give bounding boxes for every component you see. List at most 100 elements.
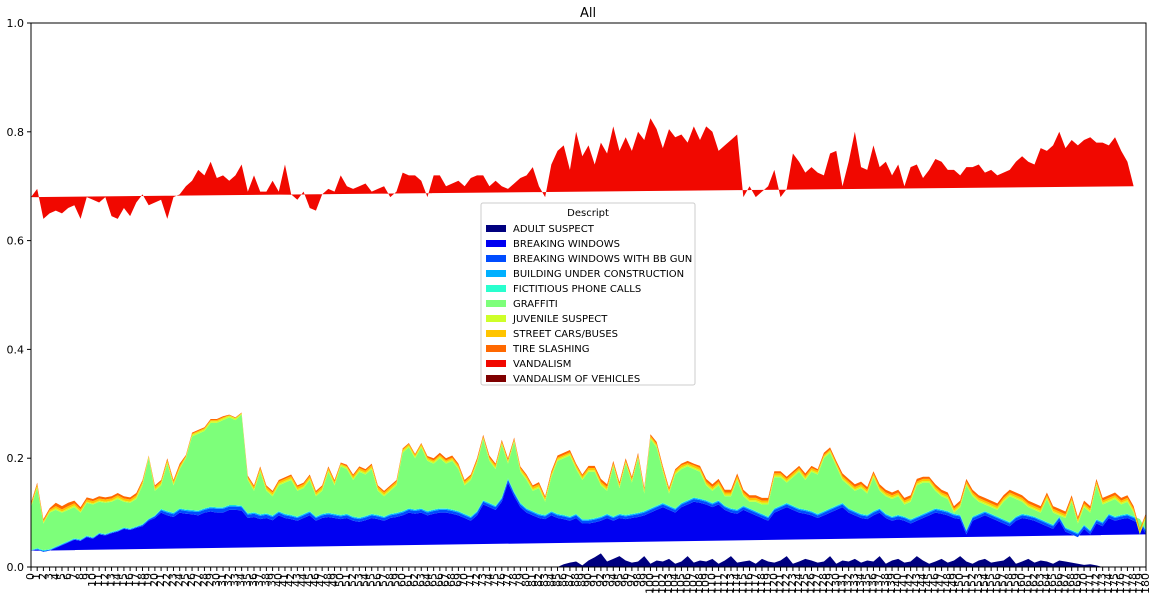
x-tick-label: 33	[228, 573, 241, 587]
x-tick-label: 160	[1015, 573, 1028, 594]
x-tick-label: 18	[136, 573, 149, 587]
x-tick-label: 80	[520, 573, 533, 587]
x-tick-label: 71	[464, 573, 477, 587]
x-tick-label: 91	[588, 573, 601, 587]
legend-entry-label: FICTITIOUS PHONE CALLS	[513, 284, 641, 295]
x-tick-label: 116	[743, 573, 756, 594]
x-tick-label: 27	[191, 573, 204, 587]
x-tick-label: 25	[179, 573, 192, 587]
x-tick-label: 130	[829, 573, 842, 594]
x-tick-label: 144	[916, 573, 929, 594]
x-tick-label: 63	[414, 573, 427, 587]
y-tick-label: 0.2	[7, 452, 25, 465]
x-tick-label: 81	[526, 573, 539, 587]
x-tick-label: 178	[1127, 573, 1140, 594]
x-tick-label: 61	[402, 573, 415, 587]
x-tick-label: 177	[1120, 573, 1133, 594]
x-tick-label: 15	[117, 573, 130, 587]
legend-entry-label: BUILDING UNDER CONSTRUCTION	[513, 269, 684, 280]
x-tick-label: 132	[842, 573, 855, 594]
x-tick-label: 113	[724, 573, 737, 594]
x-tick-label: 72	[470, 573, 483, 587]
x-tick-label: 2	[36, 573, 49, 580]
x-tick-label: 138	[879, 573, 892, 594]
x-tick-label: 75	[489, 573, 502, 587]
y-tick-label: 1.0	[7, 17, 25, 30]
x-tick-label: 110	[705, 573, 718, 594]
x-tick-label: 45	[303, 573, 316, 587]
x-tick-label: 3	[43, 573, 56, 580]
legend-swatch	[486, 225, 506, 232]
x-tick-label: 82	[532, 573, 545, 587]
legend-title: Descript	[567, 208, 609, 219]
x-tick-label: 104	[668, 573, 681, 594]
x-tick-label: 35	[241, 573, 254, 587]
x-tick-label: 74	[482, 573, 495, 587]
x-tick-label: 11	[92, 573, 105, 587]
x-tick-label: 34	[235, 573, 248, 587]
x-tick-label: 159	[1009, 573, 1022, 594]
x-tick-label: 170	[1077, 573, 1090, 594]
x-tick-label: 133	[848, 573, 861, 594]
area-building-under-construction	[31, 478, 1146, 552]
legend-entry-label: VANDALISM OF VEHICLES	[513, 374, 640, 385]
area-vandalism	[31, 118, 1134, 219]
x-tick-label: 180	[1139, 573, 1152, 594]
x-tick-label: 152	[966, 573, 979, 594]
x-tick-label: 173	[1096, 573, 1109, 594]
legend-entry-label: ADULT SUSPECT	[513, 224, 595, 235]
x-tick-label: 19	[142, 573, 155, 587]
x-tick-label: 95	[612, 573, 625, 587]
x-tick-label: 92	[594, 573, 607, 587]
x-tick-label: 85	[551, 573, 564, 587]
x-tick-label: 157	[997, 573, 1010, 594]
x-tick-label: 162	[1028, 573, 1041, 594]
x-tick-label: 4	[49, 573, 62, 580]
x-tick-label: 5	[55, 573, 68, 580]
x-tick-label: 102	[656, 573, 669, 594]
legend-swatch	[486, 360, 506, 367]
axes-layer: 0.00.20.40.60.81.00123456789101112131415…	[7, 17, 1153, 594]
x-tick-label: 97	[625, 573, 638, 587]
x-tick-label: 140	[891, 573, 904, 594]
x-tick-label: 115	[736, 573, 749, 594]
x-tick-label: 13	[105, 573, 118, 587]
x-tick-label: 106	[681, 573, 694, 594]
x-tick-label: 50	[334, 573, 347, 587]
y-tick-label: 0.8	[7, 126, 25, 139]
x-tick-label: 73	[476, 573, 489, 587]
x-tick-label: 23	[166, 573, 179, 587]
legend-swatch	[486, 330, 506, 337]
legend-entry-label: STREET CARS/BUSES	[513, 329, 618, 340]
x-tick-label: 171	[1083, 573, 1096, 594]
x-tick-label: 118	[755, 573, 768, 594]
x-tick-label: 43	[290, 573, 303, 587]
x-tick-label: 17	[129, 573, 142, 587]
x-tick-label: 8	[74, 573, 87, 580]
x-tick-label: 79	[513, 573, 526, 587]
areas-layer	[31, 118, 1146, 567]
area-graffiti	[31, 414, 1146, 551]
x-tick-label: 88	[569, 573, 582, 587]
x-tick-label: 52	[346, 573, 359, 587]
legend-entry-label: VANDALISM	[513, 359, 571, 370]
y-tick-label: 0.0	[7, 561, 25, 574]
x-tick-label: 101	[650, 573, 663, 594]
x-tick-label: 149	[947, 573, 960, 594]
x-tick-label: 65	[427, 573, 440, 587]
x-tick-label: 165	[1046, 573, 1059, 594]
x-tick-label: 90	[582, 573, 595, 587]
legend-swatch	[486, 375, 506, 382]
x-tick-label: 114	[730, 573, 743, 594]
x-tick-label: 57	[377, 573, 390, 587]
x-tick-label: 7	[67, 573, 80, 580]
x-tick-label: 39	[266, 573, 279, 587]
x-tick-label: 96	[619, 573, 632, 587]
x-tick-label: 69	[451, 573, 464, 587]
x-tick-label: 143	[910, 573, 923, 594]
x-tick-label: 87	[563, 573, 576, 587]
x-tick-label: 98	[631, 573, 644, 587]
x-tick-label: 117	[749, 573, 762, 594]
x-tick-label: 6	[61, 573, 74, 580]
